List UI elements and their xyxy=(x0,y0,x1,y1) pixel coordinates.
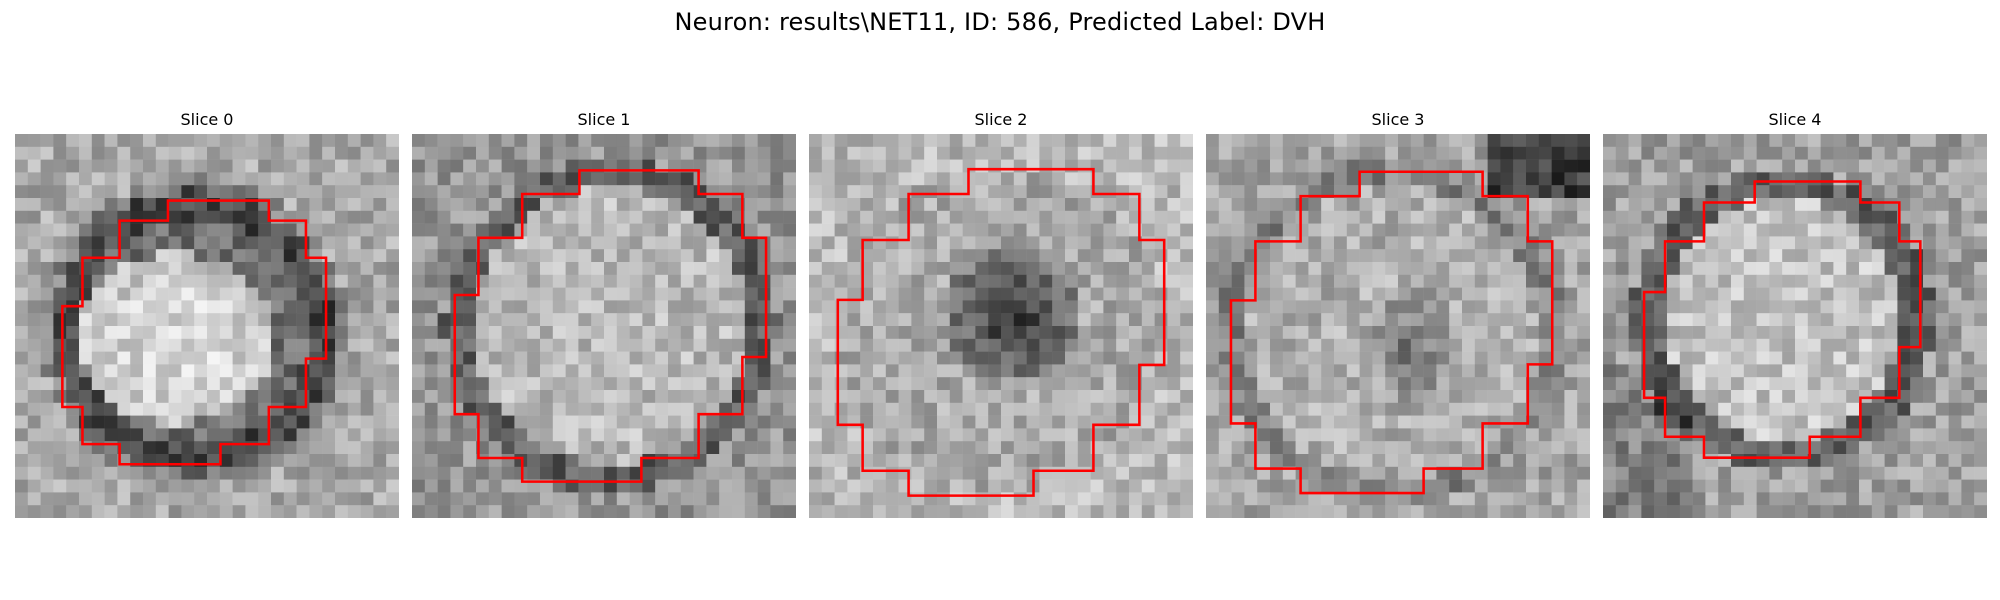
slice-title-2: Slice 2 xyxy=(974,110,1028,129)
contour-outline-2 xyxy=(836,167,1166,497)
slice-image-3 xyxy=(1206,134,1590,518)
slice-image-2 xyxy=(809,134,1193,518)
slice-panel-0: Slice 0 xyxy=(15,108,399,518)
slice-panel-2: Slice 2 xyxy=(809,108,1193,518)
slice-title-3: Slice 3 xyxy=(1371,110,1425,129)
slice-image-4 xyxy=(1603,134,1987,518)
contour-outline-3 xyxy=(1229,170,1554,495)
contour-outline-0 xyxy=(61,199,328,466)
slice-title-1: Slice 1 xyxy=(577,110,631,129)
slice-panel-3: Slice 3 xyxy=(1206,108,1590,518)
figure-title: Neuron: results\NET11, ID: 586, Predicte… xyxy=(674,8,1326,36)
slice-image-1 xyxy=(412,134,796,518)
contour-outline-4 xyxy=(1642,180,1922,459)
slice-panel-1: Slice 1 xyxy=(412,108,796,518)
slice-title-0: Slice 0 xyxy=(180,110,234,129)
slice-image-0 xyxy=(15,134,399,518)
slice-panel-4: Slice 4 xyxy=(1603,108,1987,518)
contour-outline-1 xyxy=(453,169,768,483)
slice-title-4: Slice 4 xyxy=(1768,110,1822,129)
